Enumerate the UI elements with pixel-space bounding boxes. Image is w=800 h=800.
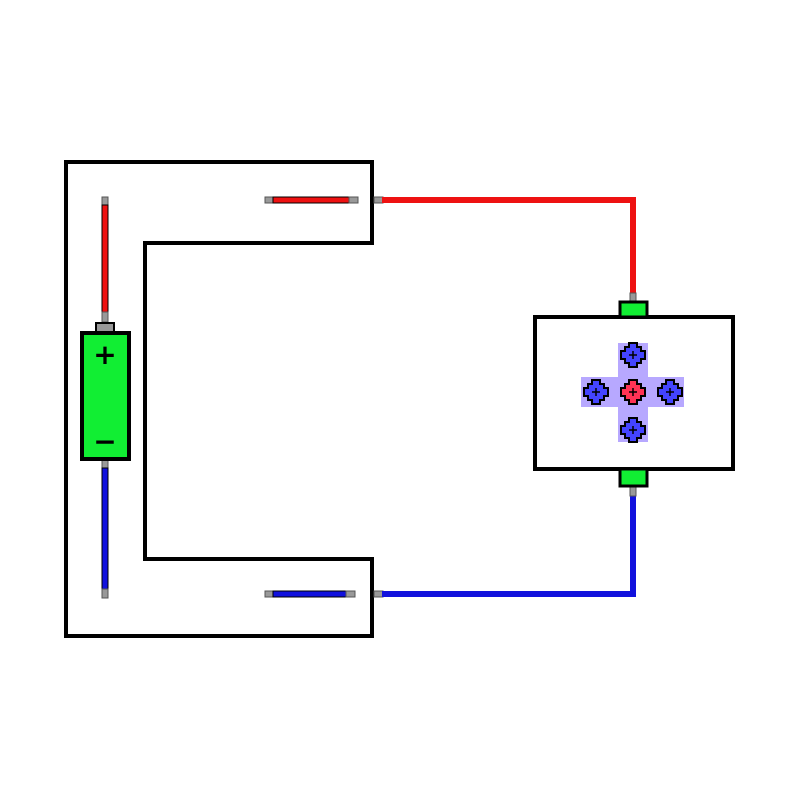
minus-ion-icon bbox=[620, 342, 646, 368]
top-terminal bbox=[618, 300, 649, 319]
minus-ion-icon bbox=[657, 379, 683, 405]
battery-icon: + − bbox=[80, 322, 131, 461]
external-positive-wire bbox=[373, 196, 637, 303]
battery-positive-symbol: + bbox=[93, 338, 116, 371]
channel-bottom-wire bbox=[264, 590, 356, 598]
channel-top-wire bbox=[264, 196, 359, 204]
plus-ion-icon bbox=[620, 379, 646, 405]
bottom-terminal bbox=[618, 467, 649, 488]
battery-negative-symbol: − bbox=[93, 425, 116, 458]
external-negative-wire bbox=[373, 486, 637, 598]
battery-positive-lead bbox=[101, 196, 109, 323]
u-channel-frame bbox=[64, 160, 374, 638]
battery-body bbox=[80, 331, 131, 461]
battery-negative-lead bbox=[101, 459, 109, 599]
ion-cluster bbox=[581, 342, 684, 443]
minus-ion-icon bbox=[583, 379, 609, 405]
minus-ion-icon bbox=[620, 417, 646, 443]
